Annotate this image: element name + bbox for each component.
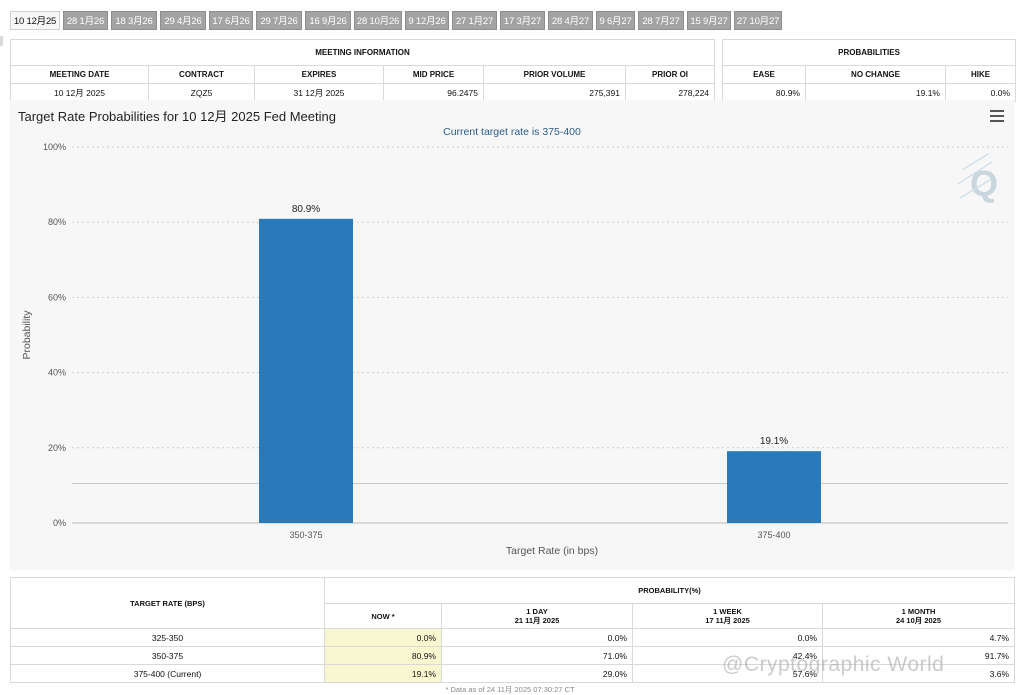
column-label: NOW * (371, 611, 395, 621)
prior-volume-header: PRIOR VOLUME (483, 65, 626, 84)
probability-cell: 29.0% (441, 664, 633, 683)
meeting-information-title: MEETING INFORMATION (9, 39, 716, 66)
probability-cell: 71.0% (441, 646, 633, 665)
meeting-tab[interactable]: 17 6月26 (209, 11, 253, 30)
data-timestamp-footnote: * Data as of 24 11月 2025 07:30:27 CT (445, 685, 575, 694)
bar (259, 218, 353, 523)
column-date: 24 10月 2025 (895, 616, 942, 625)
hike-value: 0.0% (944, 83, 1017, 102)
prior-oi-value: 278,224 (624, 83, 716, 102)
meeting-tab[interactable]: 28 1月26 (63, 11, 108, 30)
bar-data-label: 19.1% (760, 436, 788, 447)
y-tick-label: 60% (48, 292, 66, 302)
probability-cell: 0.0% (324, 628, 442, 647)
rate-row: 325-350 0.0% 0.0% 0.0% 4.7% (10, 628, 1015, 647)
side-marker (0, 36, 3, 46)
contract-header: CONTRACT (148, 65, 255, 84)
probability-column-header: 1 MONTH 24 10月 2025 (822, 603, 1015, 629)
column-label: 1 WEEK (713, 607, 742, 616)
meeting-tab[interactable]: 10 12月25 (10, 11, 60, 30)
chart-subtitle: Current target rate is 375-400 (443, 126, 581, 138)
ease-value: 80.9% (722, 83, 806, 102)
bar (727, 451, 821, 523)
target-rate-table: TARGET RATE (BPS) PROBABILITY(%) NOW * 1 … (10, 577, 1015, 683)
meeting-information-table: MEETING INFORMATION MEETING DATE CONTRAC… (9, 39, 716, 102)
probability-cell: 0.0% (632, 628, 823, 647)
x-tick-label: 375-400 (757, 530, 790, 540)
y-tick-label: 80% (48, 217, 66, 227)
no-change-value: 19.1% (805, 83, 946, 102)
logo-stripes-icon (957, 153, 993, 199)
no-change-header: NO CHANGE (805, 65, 946, 84)
meeting-tab[interactable]: 17 3月27 (500, 11, 545, 30)
meeting-tab[interactable]: 27 1月27 (452, 11, 497, 30)
chart-title: Target Rate Probabilities for 10 12月 202… (18, 109, 336, 124)
rate-row: 350-375 80.9% 71.0% 42.4% 91.7% (10, 646, 1015, 665)
contract-value: ZQZ5 (148, 83, 255, 102)
meeting-tab[interactable]: 28 10月26 (354, 11, 402, 30)
hamburger-menu-icon[interactable] (990, 110, 1004, 122)
column-date: 21 11月 2025 (514, 616, 560, 625)
meeting-date-value: 10 12月 2025 (10, 83, 149, 102)
column-label: 1 DAY (526, 607, 548, 616)
prior-oi-header: PRIOR OI (624, 65, 716, 84)
probabilities-title: PROBABILITIES (721, 39, 1017, 66)
meeting-tab[interactable]: 28 4月27 (548, 11, 593, 30)
rate-row: 375-400 (Current) 19.1% 29.0% 57.6% 3.6% (10, 664, 1015, 683)
meeting-tab[interactable]: 28 7月27 (638, 11, 684, 30)
ease-header: EASE (722, 65, 806, 84)
meeting-tab[interactable]: 9 12月26 (405, 11, 449, 30)
target-rate-cell: 375-400 (Current) (10, 664, 325, 683)
probability-group-header: PROBABILITY(%) (324, 577, 1015, 604)
bar-data-label: 80.9% (292, 204, 320, 215)
y-tick-label: 100% (43, 142, 66, 152)
y-tick-label: 20% (48, 443, 66, 453)
meeting-tab[interactable]: 15 9月27 (687, 11, 731, 30)
chart-panel: 0% 20% 40% 60% 80% 100% 80.9% 350-375 19.1% 375-4… (10, 100, 1014, 570)
mid-price-value: 96.2475 (383, 83, 484, 102)
probability-column-header: 1 DAY 21 11月 2025 (441, 603, 633, 629)
probability-column-header: NOW * (324, 603, 442, 629)
target-rate-cell: 350-375 (10, 646, 325, 665)
meeting-tab[interactable]: 29 4月26 (160, 11, 206, 30)
probability-column-headers: NOW * 1 DAY 21 11月 2025 1 WEEK 17 11月 2025 1 … (11, 603, 1015, 629)
target-rate-header: TARGET RATE (BPS) (10, 577, 325, 629)
x-tick-label: 350-375 (289, 530, 322, 540)
column-label: 1 MONTH (901, 607, 936, 616)
meeting-tab[interactable]: 16 9月26 (305, 11, 351, 30)
probability-cell: 19.1% (324, 664, 442, 683)
expires-header: EXPIRES (254, 65, 384, 84)
probability-bar-chart: 0% 20% 40% 60% 80% 100% 80.9% 350-375 19.1% 375-4… (21, 142, 1008, 557)
prior-volume-value: 275,391 (483, 83, 626, 102)
target-rate-cell: 325-350 (10, 628, 325, 647)
x-axis-title: Target Rate (in bps) (506, 545, 598, 557)
watermark: @Cryptographic World (722, 653, 945, 676)
meeting-tab[interactable]: 18 3月26 (111, 11, 157, 30)
mid-price-header: MID PRICE (383, 65, 484, 84)
probabilities-table: PROBABILITIES EASE NO CHANGE HIKE 80.9% … (721, 39, 1017, 102)
probability-cell: 3.6% (822, 664, 1015, 683)
y-tick-label: 0% (53, 518, 66, 528)
y-tick-label: 40% (48, 368, 66, 378)
meeting-tab[interactable]: 27 10月27 (734, 11, 782, 30)
probability-cell: 0.0% (441, 628, 633, 647)
probability-column-header: 1 WEEK 17 11月 2025 (632, 603, 823, 629)
expires-value: 31 12月 2025 (254, 83, 384, 102)
meeting-tab[interactable]: 9 6月27 (596, 11, 635, 30)
meeting-date-header: MEETING DATE (10, 65, 149, 84)
probability-cell: 80.9% (324, 646, 442, 665)
hike-header: HIKE (944, 65, 1017, 84)
probability-cell: 4.7% (822, 628, 1015, 647)
column-date: 17 11月 2025 (705, 616, 750, 625)
meeting-tab[interactable]: 29 7月26 (256, 11, 302, 30)
y-axis-title: Probability (21, 310, 33, 360)
